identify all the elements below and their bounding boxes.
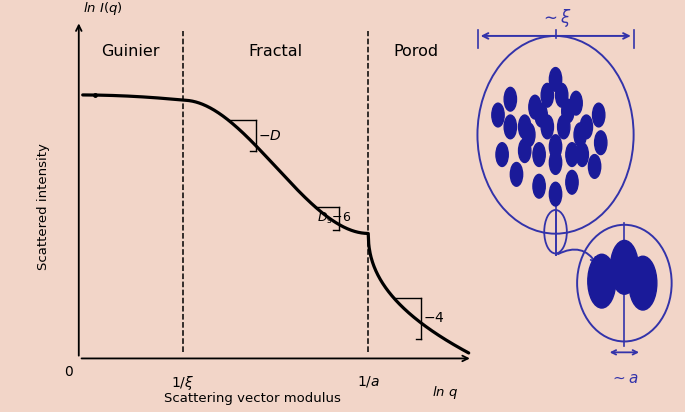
Text: Scattering vector modulus: Scattering vector modulus: [164, 392, 340, 405]
Circle shape: [593, 103, 605, 127]
Circle shape: [523, 123, 535, 147]
Circle shape: [595, 131, 607, 154]
Text: ln $I(q)$: ln $I(q)$: [83, 0, 123, 17]
Text: $\sim a$: $\sim a$: [610, 370, 639, 386]
Text: Guinier: Guinier: [101, 44, 159, 59]
Circle shape: [496, 143, 508, 166]
Circle shape: [629, 256, 657, 310]
Text: ln $q$: ln $q$: [432, 384, 458, 401]
Circle shape: [541, 83, 553, 107]
Circle shape: [574, 123, 586, 147]
Text: Fractal: Fractal: [249, 44, 303, 59]
Circle shape: [533, 143, 545, 166]
Circle shape: [549, 182, 562, 206]
Circle shape: [588, 254, 616, 308]
Text: $1/\xi$: $1/\xi$: [171, 374, 195, 392]
Circle shape: [549, 135, 562, 159]
Text: 0: 0: [64, 365, 73, 379]
Text: Porod: Porod: [393, 44, 438, 59]
Circle shape: [566, 143, 578, 166]
Circle shape: [541, 115, 553, 139]
Circle shape: [562, 99, 574, 123]
Circle shape: [580, 115, 593, 139]
Circle shape: [533, 174, 545, 198]
Text: $-D$: $-D$: [258, 129, 282, 143]
Text: Scattered intensity: Scattered intensity: [37, 143, 50, 270]
Circle shape: [504, 87, 516, 111]
Circle shape: [570, 91, 582, 115]
Circle shape: [549, 68, 562, 91]
Circle shape: [556, 83, 568, 107]
Circle shape: [492, 103, 504, 127]
Circle shape: [510, 162, 523, 186]
Circle shape: [549, 151, 562, 174]
Text: $\sim\xi$: $\sim\xi$: [540, 7, 571, 29]
Circle shape: [558, 115, 570, 139]
Text: $-4$: $-4$: [423, 311, 445, 325]
Circle shape: [529, 95, 541, 119]
Circle shape: [519, 139, 531, 162]
Circle shape: [504, 115, 516, 139]
Circle shape: [610, 241, 638, 294]
Circle shape: [576, 143, 588, 166]
Circle shape: [588, 154, 601, 178]
Text: $1/a$: $1/a$: [357, 374, 379, 389]
Text: $D_{\rm s}\!-\!6$: $D_{\rm s}\!-\!6$: [317, 211, 352, 226]
Circle shape: [566, 171, 578, 194]
Circle shape: [535, 103, 547, 127]
Circle shape: [519, 115, 531, 139]
